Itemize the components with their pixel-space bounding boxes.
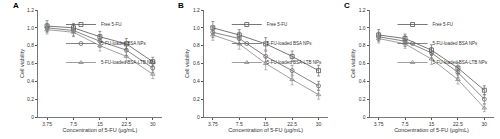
svg-text:Cell viability: Cell viability bbox=[350, 49, 356, 78]
svg-text:0.6: 0.6 bbox=[193, 60, 200, 66]
svg-text:0.4: 0.4 bbox=[27, 78, 34, 84]
svg-text:5-FU-loaded BSA NPs: 5-FU-loaded BSA NPs bbox=[267, 41, 313, 46]
svg-text:0.6: 0.6 bbox=[359, 60, 366, 66]
svg-text:3.75: 3.75 bbox=[208, 121, 218, 127]
svg-text:0.2: 0.2 bbox=[359, 96, 366, 102]
svg-text:5-FU-loaded BSA NPs: 5-FU-loaded BSA NPs bbox=[101, 41, 147, 46]
svg-text:Free 5-FU: Free 5-FU bbox=[101, 22, 122, 27]
svg-text:Concentration of 5-FU (μg/mL): Concentration of 5-FU (μg/mL) bbox=[394, 127, 469, 133]
svg-text:15: 15 bbox=[429, 121, 435, 127]
svg-text:5-FU-loaded BSA-LTB NPs: 5-FU-loaded BSA-LTB NPs bbox=[267, 60, 322, 65]
svg-text:7.5: 7.5 bbox=[70, 121, 77, 127]
svg-text:5-FU-loaded BSA-LTB NPs: 5-FU-loaded BSA-LTB NPs bbox=[433, 60, 488, 65]
svg-text:30: 30 bbox=[316, 121, 322, 127]
svg-text:22.5: 22.5 bbox=[121, 121, 131, 127]
svg-text:Free 5-FU: Free 5-FU bbox=[267, 22, 288, 27]
svg-text:15: 15 bbox=[97, 121, 103, 127]
svg-text:0.8: 0.8 bbox=[193, 42, 200, 48]
svg-text:0: 0 bbox=[31, 114, 34, 120]
svg-text:3.75: 3.75 bbox=[374, 121, 384, 127]
svg-text:5-FU-loaded BSA NPs: 5-FU-loaded BSA NPs bbox=[433, 41, 479, 46]
svg-text:7.5: 7.5 bbox=[402, 121, 409, 127]
svg-text:0.8: 0.8 bbox=[27, 42, 34, 48]
svg-text:5-FU-loaded BSA-LTB NPs: 5-FU-loaded BSA-LTB NPs bbox=[101, 60, 156, 65]
svg-text:1.0: 1.0 bbox=[27, 25, 34, 31]
svg-text:C: C bbox=[344, 1, 350, 10]
svg-text:0.4: 0.4 bbox=[193, 78, 200, 84]
svg-text:B: B bbox=[178, 1, 184, 10]
svg-text:1.2: 1.2 bbox=[27, 7, 34, 13]
svg-text:A: A bbox=[13, 1, 19, 10]
svg-text:Concentration of 5-FU (μg/mL): Concentration of 5-FU (μg/mL) bbox=[228, 127, 303, 133]
svg-text:0.4: 0.4 bbox=[359, 78, 366, 84]
svg-text:30: 30 bbox=[150, 121, 156, 127]
svg-text:1.0: 1.0 bbox=[359, 25, 366, 31]
svg-text:7.5: 7.5 bbox=[236, 121, 243, 127]
svg-text:0.2: 0.2 bbox=[193, 96, 200, 102]
svg-text:0: 0 bbox=[363, 114, 366, 120]
svg-text:0.2: 0.2 bbox=[27, 96, 34, 102]
svg-text:22.5: 22.5 bbox=[287, 121, 297, 127]
svg-text:30: 30 bbox=[482, 121, 488, 127]
svg-text:1.2: 1.2 bbox=[193, 7, 200, 13]
svg-text:0: 0 bbox=[197, 114, 200, 120]
svg-text:0.8: 0.8 bbox=[359, 42, 366, 48]
svg-text:Cell viability: Cell viability bbox=[184, 49, 190, 78]
svg-text:0.6: 0.6 bbox=[27, 60, 34, 66]
svg-text:Cell viability: Cell viability bbox=[19, 49, 25, 78]
svg-text:3.75: 3.75 bbox=[42, 121, 52, 127]
svg-text:15: 15 bbox=[263, 121, 269, 127]
svg-text:Concentration of 5-FU (μg/mL): Concentration of 5-FU (μg/mL) bbox=[63, 127, 138, 133]
svg-text:1.0: 1.0 bbox=[193, 25, 200, 31]
svg-text:Free 5-FU: Free 5-FU bbox=[433, 22, 454, 27]
svg-text:22.5: 22.5 bbox=[453, 121, 463, 127]
svg-text:1.2: 1.2 bbox=[359, 7, 366, 13]
